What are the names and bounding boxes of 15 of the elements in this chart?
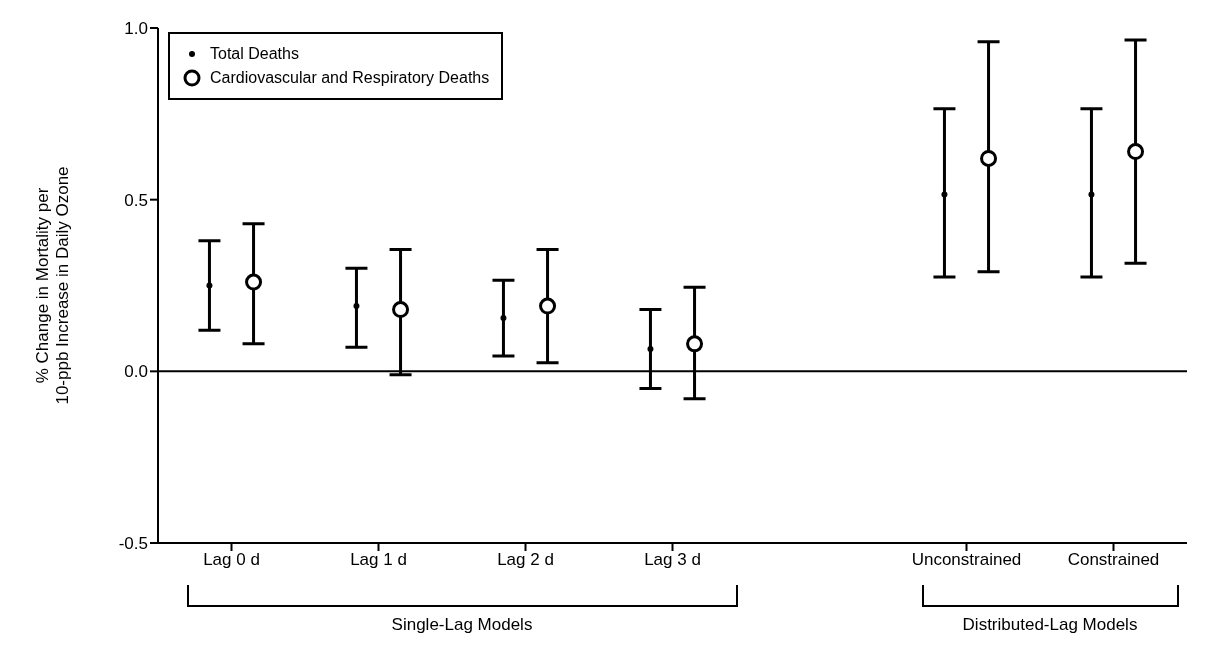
text: Distributed-Lag Models	[961, 615, 1139, 635]
y-tick-label: 0.0	[124, 362, 148, 382]
legend-label: Cardiovascular and Respiratory Deaths	[210, 69, 490, 87]
x-tick-label: Lag 3 d	[644, 550, 701, 570]
legend-label: Total Deaths	[210, 45, 299, 63]
y-axis-title: % Change in Mortality per 10-ppb Increase in Daily Ozone	[33, 166, 72, 405]
y-tick-label: -0.5	[118, 534, 148, 554]
y-tick-label: 1.0	[124, 19, 148, 39]
x-tick-label: Lag 1 d	[350, 550, 407, 570]
y-tick-label: 0.5	[124, 190, 148, 210]
x-tick-label: Unconstrained	[911, 550, 1022, 570]
text: Single-Lag Models	[390, 615, 534, 635]
x-tick-label: Constrained	[1067, 550, 1160, 570]
x-tick-label: Lag 2 d	[497, 550, 554, 570]
x-tick-label: Lag 0 d	[203, 550, 260, 570]
